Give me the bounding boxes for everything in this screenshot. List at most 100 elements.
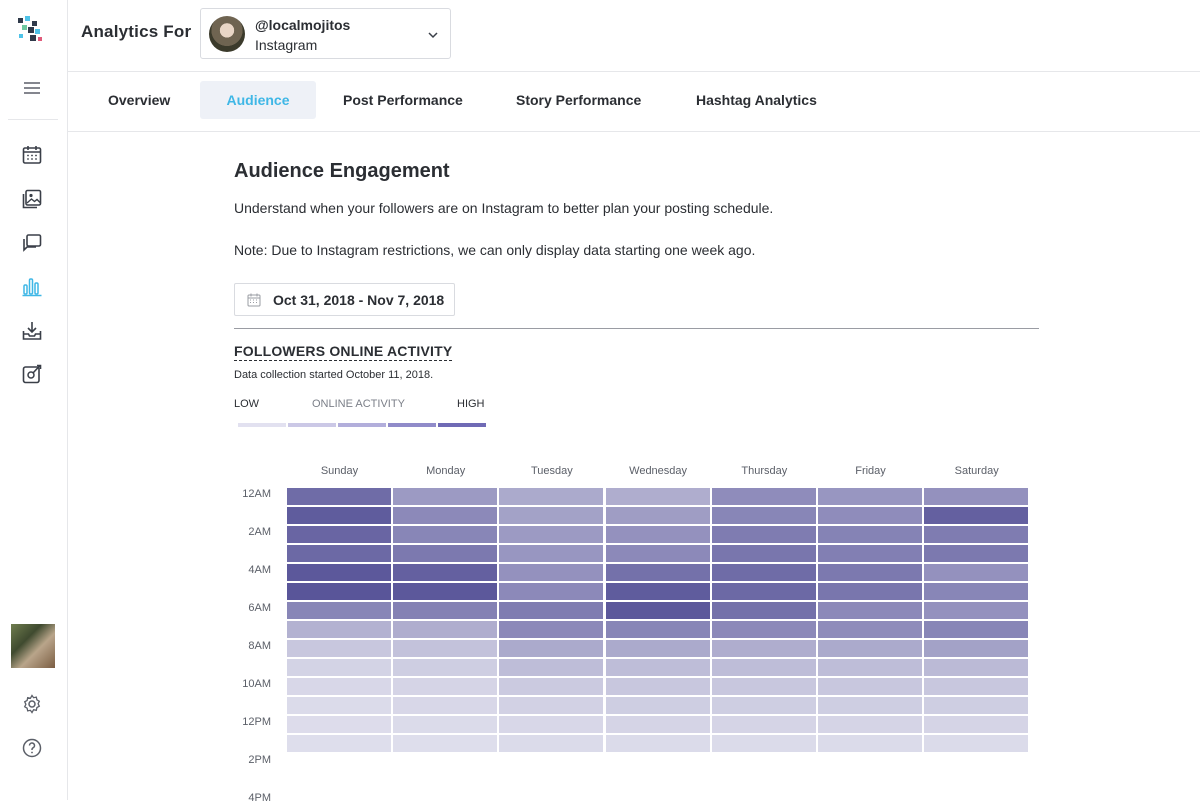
heatmap-cell[interactable] <box>499 564 604 581</box>
heatmap-cell[interactable] <box>393 564 498 581</box>
heatmap-cell[interactable] <box>818 602 922 619</box>
heatmap-cell[interactable] <box>393 602 498 619</box>
heatmap-cell[interactable] <box>924 583 1029 600</box>
heatmap-cell[interactable] <box>393 526 498 543</box>
heatmap-cell[interactable] <box>711 602 816 619</box>
heatmap-cell[interactable] <box>287 640 391 657</box>
heatmap-cell[interactable] <box>711 507 816 524</box>
heatmap-cell[interactable] <box>499 716 604 733</box>
heatmap-cell[interactable] <box>393 640 498 657</box>
heatmap-cell[interactable] <box>605 640 710 657</box>
heatmap-cell[interactable] <box>711 640 816 657</box>
heatmap-cell[interactable] <box>287 507 391 524</box>
help-button[interactable] <box>14 732 50 764</box>
heatmap-cell[interactable] <box>287 488 391 505</box>
heatmap-cell[interactable] <box>499 640 604 657</box>
heatmap-cell[interactable] <box>924 488 1029 505</box>
heatmap-cell[interactable] <box>924 507 1029 524</box>
heatmap-cell[interactable] <box>605 545 710 562</box>
heatmap-cell[interactable] <box>711 697 816 714</box>
heatmap-cell[interactable] <box>605 735 710 752</box>
heatmap-cell[interactable] <box>393 545 498 562</box>
heatmap-cell[interactable] <box>924 545 1029 562</box>
heatmap-cell[interactable] <box>499 678 604 695</box>
settings-button[interactable] <box>14 688 50 720</box>
heatmap-cell[interactable] <box>924 735 1029 752</box>
heatmap-cell[interactable] <box>924 697 1029 714</box>
heatmap-cell[interactable] <box>711 583 816 600</box>
heatmap-cell[interactable] <box>287 526 391 543</box>
heatmap-cell[interactable] <box>605 526 710 543</box>
user-avatar[interactable] <box>11 624 55 668</box>
heatmap-cell[interactable] <box>711 678 816 695</box>
heatmap-cell[interactable] <box>499 659 604 676</box>
heatmap-cell[interactable] <box>818 640 922 657</box>
heatmap-cell[interactable] <box>924 564 1029 581</box>
heatmap-cell[interactable] <box>924 716 1029 733</box>
heatmap-cell[interactable] <box>287 697 391 714</box>
heatmap-cell[interactable] <box>499 621 604 638</box>
heatmap-cell[interactable] <box>605 697 710 714</box>
heatmap-cell[interactable] <box>499 545 604 562</box>
heatmap-cell[interactable] <box>818 678 922 695</box>
heatmap-cell[interactable] <box>393 659 498 676</box>
section-title[interactable]: FOLLOWERS ONLINE ACTIVITY <box>234 343 453 361</box>
heatmap-cell[interactable] <box>924 621 1029 638</box>
heatmap-cell[interactable] <box>393 678 498 695</box>
sidebar-item-calendar[interactable] <box>14 139 50 171</box>
heatmap-cell[interactable] <box>393 697 498 714</box>
heatmap-cell[interactable] <box>818 564 922 581</box>
tab-overview[interactable]: Overview <box>108 92 171 108</box>
heatmap-cell[interactable] <box>499 602 604 619</box>
tab-post-performance[interactable]: Post Performance <box>343 92 463 108</box>
heatmap-cell[interactable] <box>711 621 816 638</box>
heatmap-cell[interactable] <box>605 678 710 695</box>
account-selector[interactable]: @localmojitos Instagram <box>200 8 451 59</box>
heatmap-cell[interactable] <box>499 735 604 752</box>
heatmap-cell[interactable] <box>924 602 1029 619</box>
heatmap-cell[interactable] <box>287 583 391 600</box>
date-range-picker[interactable]: Oct 31, 2018 - Nov 7, 2018 <box>234 283 455 316</box>
heatmap-cell[interactable] <box>499 507 604 524</box>
heatmap-cell[interactable] <box>818 621 922 638</box>
tab-story-performance[interactable]: Story Performance <box>516 92 642 108</box>
heatmap-cell[interactable] <box>287 545 391 562</box>
heatmap-cell[interactable] <box>499 488 604 505</box>
tab-hashtag-analytics[interactable]: Hashtag Analytics <box>696 92 817 108</box>
sidebar-item-downloads[interactable] <box>14 315 50 347</box>
heatmap-cell[interactable] <box>818 488 922 505</box>
heatmap-cell[interactable] <box>924 640 1029 657</box>
sidebar-item-media[interactable] <box>14 183 50 215</box>
heatmap-cell[interactable] <box>393 507 498 524</box>
heatmap-cell[interactable] <box>393 716 498 733</box>
heatmap-cell[interactable] <box>605 507 710 524</box>
heatmap-cell[interactable] <box>393 621 498 638</box>
heatmap-cell[interactable] <box>818 545 922 562</box>
heatmap-cell[interactable] <box>818 526 922 543</box>
heatmap-cell[interactable] <box>499 526 604 543</box>
sidebar-item-conversations[interactable] <box>14 227 50 259</box>
heatmap-cell[interactable] <box>499 583 604 600</box>
heatmap-cell[interactable] <box>287 621 391 638</box>
heatmap-cell[interactable] <box>711 659 816 676</box>
heatmap-cell[interactable] <box>287 564 391 581</box>
heatmap-cell[interactable] <box>393 488 498 505</box>
heatmap-cell[interactable] <box>287 659 391 676</box>
heatmap-cell[interactable] <box>605 621 710 638</box>
heatmap-cell[interactable] <box>605 583 710 600</box>
heatmap-cell[interactable] <box>605 488 710 505</box>
menu-toggle-button[interactable] <box>14 72 50 104</box>
heatmap-cell[interactable] <box>393 583 498 600</box>
heatmap-cell[interactable] <box>287 602 391 619</box>
heatmap-cell[interactable] <box>924 526 1029 543</box>
app-logo[interactable] <box>16 14 48 46</box>
heatmap-cell[interactable] <box>605 659 710 676</box>
heatmap-cell[interactable] <box>711 735 816 752</box>
heatmap-cell[interactable] <box>818 697 922 714</box>
heatmap-cell[interactable] <box>818 716 922 733</box>
tab-audience[interactable]: Audience <box>200 81 316 119</box>
heatmap-cell[interactable] <box>818 735 922 752</box>
heatmap-cell[interactable] <box>605 716 710 733</box>
heatmap-cell[interactable] <box>393 735 498 752</box>
heatmap-cell[interactable] <box>711 488 816 505</box>
